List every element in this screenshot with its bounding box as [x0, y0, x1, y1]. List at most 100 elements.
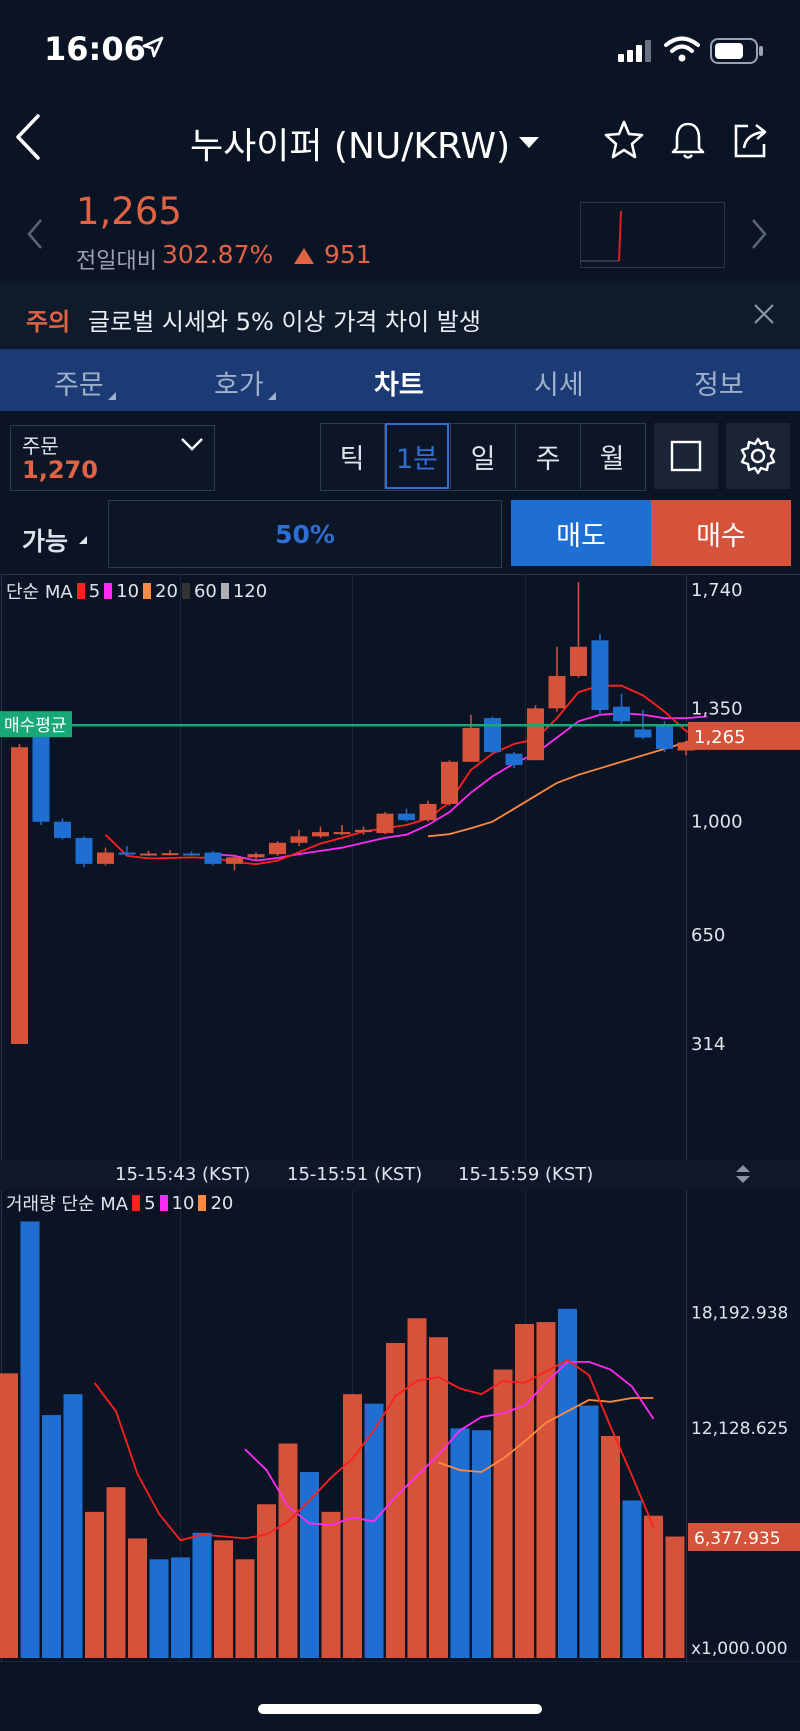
candle — [484, 718, 501, 753]
divider — [580, 423, 581, 489]
volume-bar — [278, 1443, 298, 1658]
period-tick[interactable]: 틱 — [339, 443, 365, 475]
volume-bar — [644, 1515, 663, 1658]
volume-bar — [85, 1511, 104, 1658]
tab-order[interactable]: 주문 — [54, 363, 116, 402]
volume-legend-prefix: 거래량 단순 MA — [6, 1194, 129, 1215]
legend-vma10: 10 — [171, 1192, 195, 1214]
tab-label: 정보 — [694, 370, 744, 401]
vma20-line — [438, 1397, 654, 1473]
back-button[interactable] — [10, 112, 60, 172]
legend-swatch — [198, 1195, 207, 1211]
period-1min[interactable]: 1분 — [385, 423, 449, 489]
price-legend: 단순 MA 5 10 20 60 120 — [6, 578, 267, 604]
favorite-button[interactable] — [602, 118, 646, 166]
sort-down-icon — [736, 1176, 750, 1183]
caret-down-icon — [519, 137, 540, 148]
volume-bar — [622, 1500, 642, 1658]
share-button[interactable] — [728, 118, 772, 166]
price-axis-tick: 650 — [691, 925, 725, 946]
candle — [591, 640, 609, 710]
legend-vma20: 20 — [210, 1192, 234, 1214]
last-volume-label: 6,377.935 — [694, 1529, 781, 1549]
period-week[interactable]: 주 — [535, 443, 561, 475]
order-type-select[interactable] — [10, 425, 215, 491]
price-chart[interactable]: 매수평균 1,740 1,350 1,000 650 314 1,265 15-15:43 (… — [0, 574, 800, 1662]
volume-bar — [235, 1559, 255, 1658]
chart-layout-button[interactable] — [654, 423, 718, 489]
volume-bar — [364, 1403, 384, 1658]
avg-price-tag — [0, 711, 72, 738]
legend-ma60: 60 — [193, 580, 217, 602]
legend-swatch — [159, 1195, 168, 1211]
star-icon — [604, 120, 644, 159]
volume-bar — [20, 1221, 40, 1658]
candle — [634, 729, 652, 738]
back-chevron-icon — [16, 114, 40, 160]
tab-chart[interactable]: 차트 — [374, 363, 424, 402]
notice-bar — [0, 283, 800, 349]
last-price-label: 1,265 — [694, 727, 746, 748]
available-label[interactable]: 가능 — [22, 527, 69, 556]
legend-swatch — [104, 583, 113, 599]
volume-bar — [192, 1532, 212, 1658]
tab-info[interactable]: 정보 — [694, 363, 744, 402]
chart-settings-button[interactable] — [726, 423, 790, 489]
price-axis-tick: 1,350 — [691, 698, 743, 719]
up-triangle-icon — [294, 248, 314, 264]
candle — [527, 708, 544, 761]
tab-label: 차트 — [374, 370, 424, 401]
buy-button[interactable]: 매수 — [651, 500, 791, 566]
tab-orderbook[interactable]: 호가 — [214, 363, 276, 402]
avg-price-label: 매수평균 — [4, 716, 67, 736]
ma20-line — [427, 738, 708, 838]
previous-market-button[interactable] — [26, 218, 44, 254]
tab-quotes[interactable]: 시세 — [534, 363, 584, 402]
notice-label: 주의 — [26, 308, 71, 336]
tab-bar — [0, 349, 800, 411]
volume-axis-tick: 12,128.625 — [691, 1419, 788, 1439]
volume-axis-tick: 18,192.938 — [691, 1304, 788, 1324]
volume-bar — [472, 1430, 491, 1658]
volume-bar — [515, 1323, 534, 1658]
change-label: 전일대비 — [76, 249, 157, 274]
tab-label: 호가 — [214, 370, 264, 401]
notice-close-button[interactable] — [752, 302, 776, 330]
vma5-line — [93, 1358, 655, 1542]
chevron-down-icon — [180, 436, 204, 456]
order-price: 1,270 — [22, 456, 98, 484]
price-axis-tick: 314 — [691, 1034, 725, 1055]
candle — [376, 813, 394, 834]
volume-bar — [493, 1369, 513, 1658]
divider — [450, 423, 451, 489]
volume-bar — [42, 1415, 61, 1658]
volume-bar — [257, 1504, 276, 1658]
period-day[interactable]: 일 — [470, 443, 496, 475]
corner-triangle-icon — [107, 392, 116, 400]
sell-button[interactable]: 매도 — [511, 500, 651, 566]
next-market-button[interactable] — [750, 218, 768, 254]
volume-bar — [450, 1428, 470, 1658]
candle — [183, 853, 200, 856]
alarm-button[interactable] — [666, 118, 710, 166]
candle — [333, 832, 351, 835]
candle — [677, 742, 695, 751]
legend-swatch — [132, 1195, 141, 1211]
mini-price-chart[interactable] — [580, 202, 725, 268]
corner-triangle-icon — [267, 392, 276, 400]
time-axis-tick: 15-15:51 (KST) — [287, 1164, 422, 1185]
change-percent: 302.87% — [162, 240, 274, 269]
bell-icon — [671, 122, 705, 159]
candle — [355, 829, 372, 833]
market-selector[interactable]: 누사이퍼 (NU/KRW) — [190, 118, 540, 168]
candle — [613, 706, 630, 722]
order-type-label: 주문 — [22, 434, 59, 458]
tab-label: 시세 — [534, 370, 584, 401]
quantity-percent-select[interactable]: 50% — [108, 500, 502, 568]
period-month[interactable]: 월 — [599, 443, 625, 475]
location-arrow-icon — [142, 36, 164, 62]
chevron-left-icon — [27, 219, 42, 249]
candle — [118, 852, 136, 855]
candle — [419, 803, 437, 821]
candle — [548, 675, 566, 709]
